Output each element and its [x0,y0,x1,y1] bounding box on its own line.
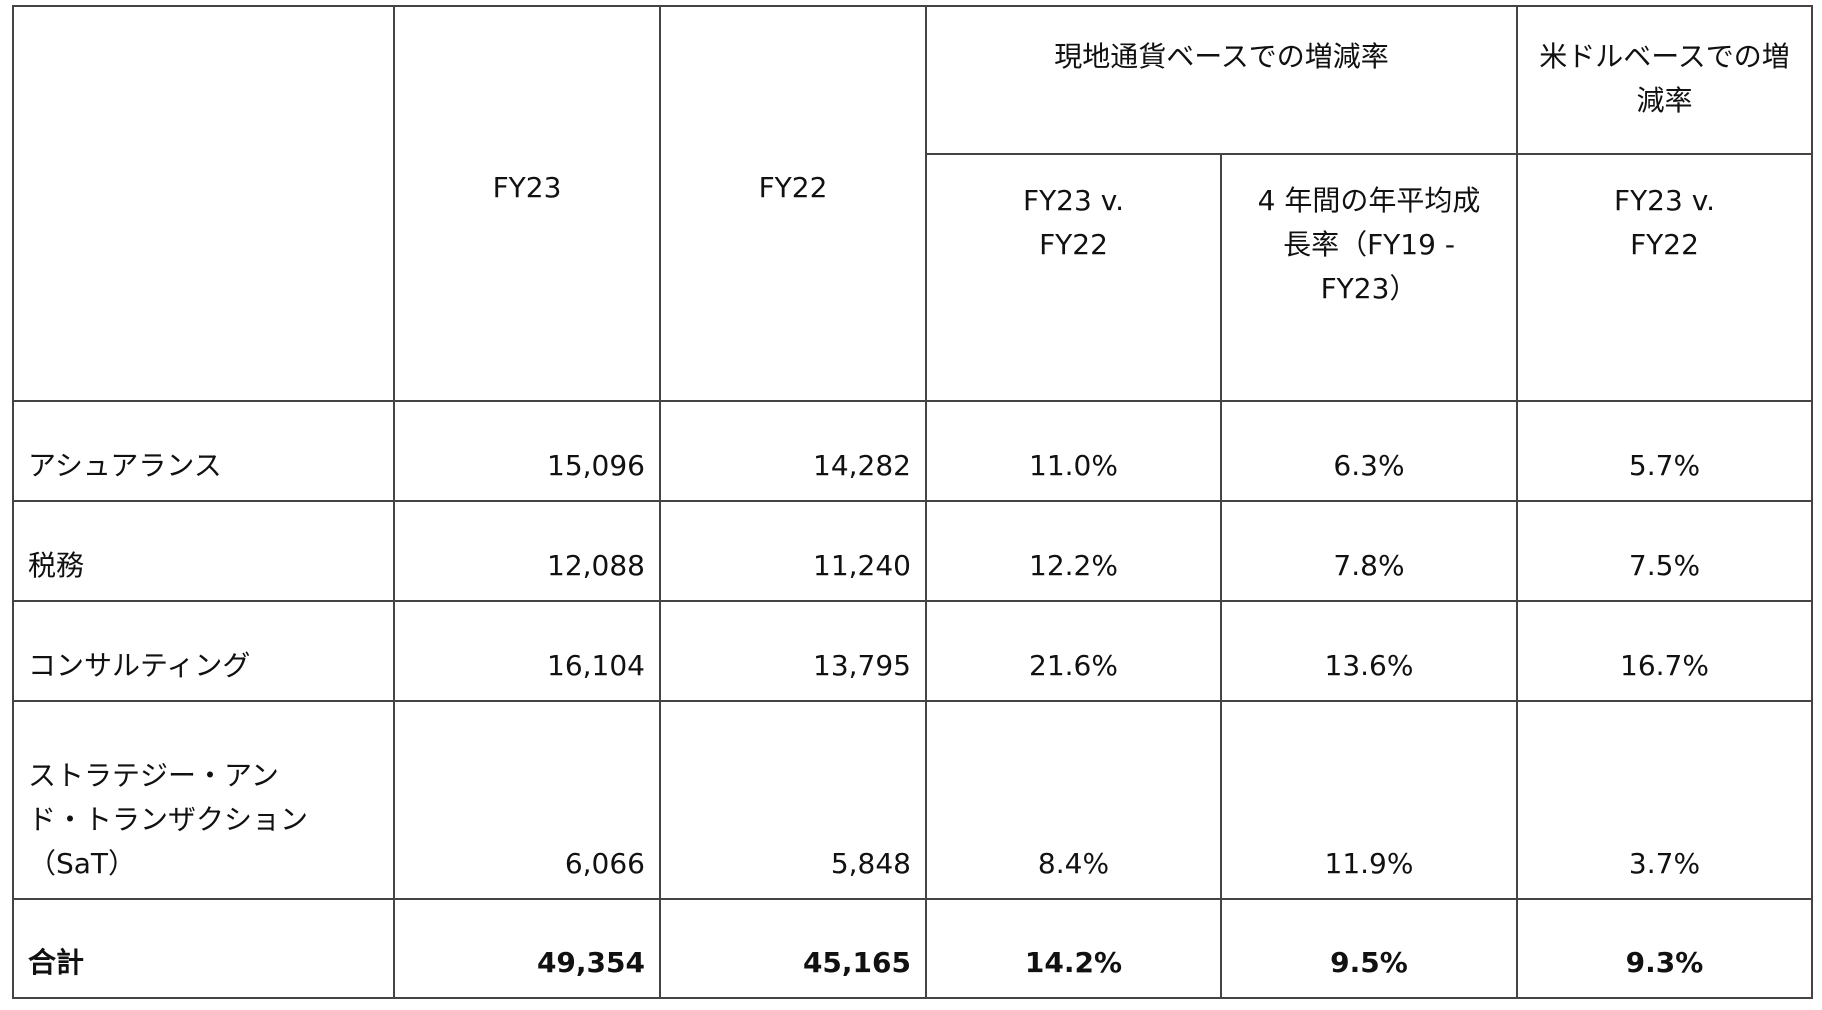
row-label: 税務 [12,500,395,602]
cell-cagr: 11.9% [1220,700,1518,900]
total-row: 合計 49,354 45,165 14.2% 9.5% 9.3% [12,898,1813,999]
row-label: アシュアランス [12,400,395,502]
cell-fy23: 16,104 [393,600,661,702]
total-usd-yoy: 9.3% [1516,898,1813,999]
cell-usd-yoy: 5.7% [1516,400,1813,502]
cell-local-yoy: 8.4% [925,700,1222,900]
cell-local-yoy: 21.6% [925,600,1222,702]
cell-fy23: 15,096 [393,400,661,502]
header-local-cagr: 4 年間の年平均成長率（FY19 - FY23） [1220,153,1518,402]
table-row: ストラテジー・アンド・トランザクション（SaT） 6,066 5,848 8.4… [12,700,1813,900]
cell-fy23: 6,066 [393,700,661,900]
cell-usd-yoy: 16.7% [1516,600,1813,702]
revenue-table: FY23 FY22 現地通貨ベースでの増減率 米ドルベースでの増減率 FY23 … [12,5,1813,999]
row-label: ストラテジー・アンド・トランザクション（SaT） [12,700,395,900]
table-row: アシュアランス 15,096 14,282 11.0% 6.3% 5.7% [12,400,1813,502]
cell-local-yoy: 12.2% [925,500,1222,602]
cell-usd-yoy: 3.7% [1516,700,1813,900]
header-fy23: FY23 [393,5,661,402]
cell-cagr: 6.3% [1220,400,1518,502]
cell-cagr: 13.6% [1220,600,1518,702]
cell-fy22: 5,848 [659,700,927,900]
header-local-yoy: FY23 v. FY22 [925,153,1222,402]
header-fy22: FY22 [659,5,927,402]
cell-cagr: 7.8% [1220,500,1518,602]
total-fy22: 45,165 [659,898,927,999]
total-fy23: 49,354 [393,898,661,999]
header-usd-yoy: FY23 v. FY22 [1516,153,1813,402]
cell-local-yoy: 11.0% [925,400,1222,502]
table-row: 税務 12,088 11,240 12.2% 7.8% 7.5% [12,500,1813,602]
cell-fy22: 13,795 [659,600,927,702]
header-local-currency-group: 現地通貨ベースでの増減率 [925,5,1518,155]
cell-fy23: 12,088 [393,500,661,602]
table-row: コンサルティング 16,104 13,795 21.6% 13.6% 16.7% [12,600,1813,702]
total-cagr: 9.5% [1220,898,1518,999]
header-empty-cell [12,5,395,402]
cell-fy22: 14,282 [659,400,927,502]
row-label: コンサルティング [12,600,395,702]
cell-fy22: 11,240 [659,500,927,602]
cell-usd-yoy: 7.5% [1516,500,1813,602]
total-label: 合計 [12,898,395,999]
header-usd-group: 米ドルベースでの増減率 [1516,5,1813,155]
total-local-yoy: 14.2% [925,898,1222,999]
